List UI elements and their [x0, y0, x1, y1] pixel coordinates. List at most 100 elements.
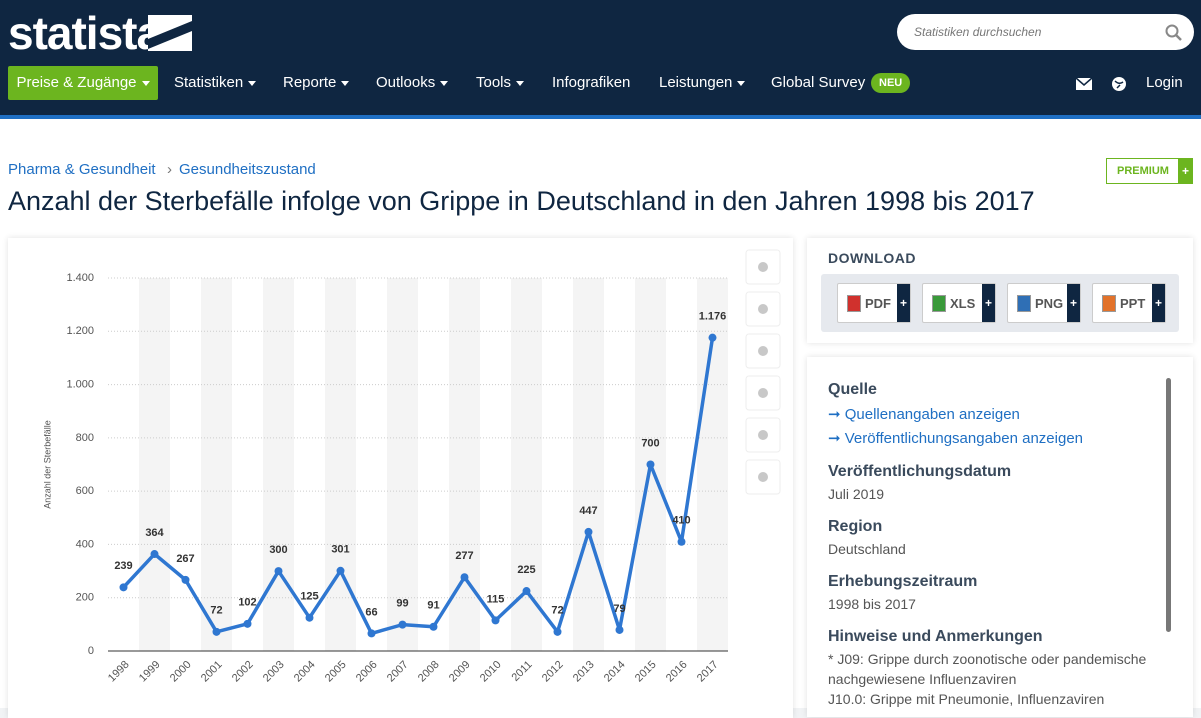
- download-button[interactable]: PPT +: [1092, 283, 1166, 323]
- info-text: Juli 2019: [828, 486, 885, 502]
- breadcrumb[interactable]: Gesundheitszustand: [179, 161, 316, 178]
- column-stripe: [201, 278, 232, 651]
- y-tick-label: 1.000: [66, 378, 94, 390]
- x-tick-label: 1998: [106, 659, 132, 685]
- info-heading: Hinweise und Anmerkungen: [828, 628, 1043, 645]
- point: [491, 616, 500, 625]
- column-stripe: [387, 278, 418, 651]
- nav-item[interactable]: Global Survey: [771, 74, 866, 91]
- tool-icon: [758, 262, 768, 272]
- y-tick-label: 1.200: [66, 325, 94, 337]
- source-link[interactable]: ➞ Quellenangaben anzeigen: [828, 406, 1020, 423]
- x-tick-label: 2009: [447, 659, 473, 685]
- nav-item[interactable]: Preise & Zugänge: [8, 66, 158, 100]
- link-text[interactable]: Quellenangaben anzeigen: [844, 406, 1020, 423]
- nav-item[interactable]: Leistungen: [659, 66, 745, 100]
- download-title: DOWNLOAD: [828, 250, 916, 266]
- header: statista Statistiken durchsuchen Preise …: [0, 0, 1201, 119]
- tool-button[interactable]: [745, 291, 781, 327]
- download-button[interactable]: PDF +: [837, 283, 911, 323]
- premium-plus: +: [1178, 158, 1193, 184]
- x-tick-label: 2002: [230, 659, 256, 685]
- point: [615, 625, 624, 634]
- x-tick-label: 2016: [664, 659, 690, 685]
- search-box[interactable]: Statistiken durchsuchen: [897, 14, 1194, 50]
- tool-button[interactable]: [745, 333, 781, 369]
- value-label: 267: [176, 553, 194, 565]
- info-text: * J09: Grippe durch zoonotische oder pan…: [828, 651, 1147, 667]
- x-tick-label: 2007: [385, 659, 411, 685]
- value-label: 66: [365, 606, 377, 618]
- point: [150, 550, 159, 559]
- download-card: DOWNLOAD PDF + XLS + PNG + PPT +: [807, 238, 1193, 343]
- nav-item[interactable]: Statistiken: [174, 66, 256, 100]
- y-tick-label: 400: [76, 538, 94, 550]
- download-button[interactable]: PNG +: [1007, 283, 1081, 323]
- format-plus: +: [1152, 284, 1165, 322]
- value-label: 239: [114, 560, 132, 572]
- x-tick-label: 2006: [354, 659, 380, 685]
- info-heading: Quelle: [828, 381, 877, 398]
- column-stripe: [573, 278, 604, 651]
- tool-icon: [758, 304, 768, 314]
- value-label: 102: [238, 597, 256, 609]
- x-tick-label: 2014: [602, 659, 628, 685]
- header-icons: [1075, 77, 1126, 91]
- value-label: 72: [551, 605, 563, 617]
- tool-button[interactable]: [745, 249, 781, 285]
- info-heading: Erhebungszeitraum: [828, 573, 978, 590]
- point: [460, 573, 469, 582]
- value-label: 1.176: [699, 311, 727, 323]
- info-text: J10.0: Grippe mit Pneumonie, Influenzavi…: [828, 691, 1105, 707]
- nav-badge: NEU: [871, 73, 911, 93]
- tool-button[interactable]: [745, 459, 781, 495]
- scrollbar[interactable]: [1166, 378, 1171, 632]
- point: [398, 620, 407, 629]
- tool-button[interactable]: [745, 375, 781, 411]
- nav-item[interactable]: Outlooks: [376, 66, 448, 100]
- format-label: PPT: [1120, 296, 1146, 311]
- tool-button[interactable]: [745, 417, 781, 453]
- value-label: 115: [487, 593, 505, 605]
- value-label: 72: [210, 605, 222, 617]
- value-label: 79: [613, 603, 625, 615]
- logo[interactable]: statista: [8, 7, 162, 59]
- y-tick-label: 200: [76, 592, 94, 604]
- source-link[interactable]: ➞ Veröffentlichungsangaben anzeigen: [828, 430, 1084, 447]
- page-title: Anzahl der Sterbefälle infolge von Gripp…: [8, 186, 1035, 216]
- nav-item[interactable]: Tools: [476, 66, 524, 100]
- value-label: 301: [331, 544, 349, 556]
- premium-badge[interactable]: PREMIUM: [1106, 158, 1180, 184]
- point: [212, 627, 221, 636]
- x-tick-label: 2013: [571, 659, 597, 685]
- info-heading: Veröffentlichungsdatum: [828, 463, 1012, 480]
- link-text[interactable]: Veröffentlichungsangaben anzeigen: [844, 430, 1084, 447]
- nav-item[interactable]: Infografiken: [552, 74, 631, 91]
- nav-item[interactable]: Reporte: [283, 66, 349, 100]
- info-text: 1998 bis 2017: [828, 596, 916, 612]
- point: [336, 566, 345, 575]
- login[interactable]: Login: [1146, 74, 1183, 91]
- breadcrumb-sep: ›: [167, 161, 172, 178]
- x-tick-label: 2010: [478, 659, 504, 685]
- format-plus: +: [897, 284, 910, 322]
- point: [584, 527, 593, 536]
- y-tick-label: 800: [76, 432, 94, 444]
- value-label: 91: [427, 600, 439, 612]
- download-button[interactable]: XLS +: [922, 283, 996, 323]
- file-icon: [847, 295, 861, 312]
- file-icon: [1017, 295, 1031, 312]
- breadcrumb[interactable]: Pharma & Gesundheit: [8, 161, 156, 178]
- search-placeholder: Statistiken durchsuchen: [914, 25, 1042, 39]
- column-stripe: [139, 278, 170, 651]
- x-tick-label: 2004: [292, 659, 318, 685]
- search-icon: [1165, 24, 1182, 41]
- column-stripe: [263, 278, 294, 651]
- point: [274, 567, 283, 576]
- value-label: 364: [145, 527, 164, 539]
- point: [708, 333, 717, 342]
- x-tick-label: 2003: [261, 659, 287, 685]
- point: [553, 627, 562, 636]
- x-tick-label: 2008: [416, 659, 442, 685]
